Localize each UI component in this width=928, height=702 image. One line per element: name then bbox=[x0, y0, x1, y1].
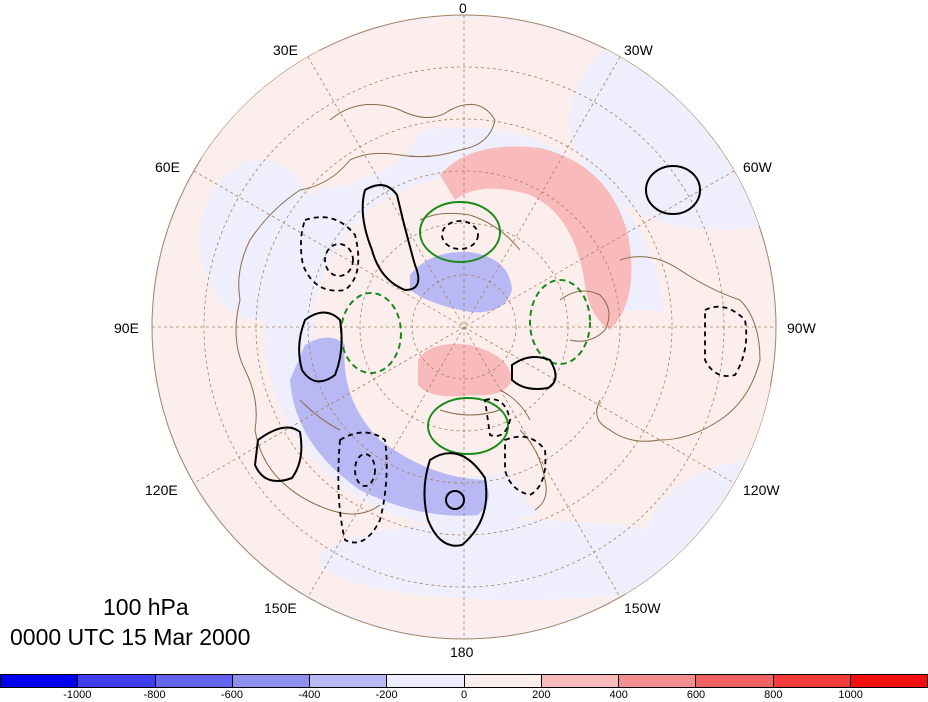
colorbar-tick-label: 400 bbox=[609, 689, 628, 701]
colorbar-tick-label: 600 bbox=[686, 689, 706, 701]
colorbar-box bbox=[464, 675, 542, 687]
lon-label-60w: 60W bbox=[743, 159, 772, 175]
colorbar-box bbox=[155, 675, 233, 687]
colorbar-box bbox=[232, 675, 310, 687]
lon-label-30w: 30W bbox=[624, 42, 653, 58]
positive-anomaly-arc bbox=[440, 146, 632, 330]
positive-contour bbox=[298, 311, 343, 383]
colorbar-tick-label: 800 bbox=[764, 689, 783, 701]
negative-anomaly-blob bbox=[410, 251, 512, 313]
colorbar-tick-label: -1000 bbox=[63, 689, 92, 701]
zero-contour-ring bbox=[427, 397, 509, 455]
colorbar-box bbox=[696, 675, 774, 687]
negative-contour bbox=[504, 435, 547, 496]
positive-contour bbox=[253, 426, 303, 482]
negative-contour bbox=[483, 398, 511, 437]
coastlines bbox=[235, 103, 761, 515]
colorbar-tick-label: -400 bbox=[298, 689, 321, 701]
negative-contour bbox=[324, 243, 354, 277]
lon-label-150e: 150E bbox=[264, 600, 297, 616]
positive-contours bbox=[253, 165, 701, 547]
colorbar-tick-label: -200 bbox=[375, 689, 398, 701]
colorbar-box bbox=[541, 675, 619, 687]
positive-contour bbox=[445, 490, 465, 510]
lon-label-90e: 90E bbox=[114, 320, 139, 336]
zero-contour-ring bbox=[529, 279, 591, 365]
colorbar-box bbox=[773, 675, 851, 687]
colorbar-box bbox=[850, 675, 927, 687]
negative-anomaly-arc bbox=[290, 337, 489, 516]
lon-label-90w: 90W bbox=[787, 320, 816, 336]
negative-contours bbox=[300, 216, 748, 544]
colorbar-box bbox=[619, 675, 697, 687]
colorbar-box bbox=[78, 675, 156, 687]
lon-label-0: 0 bbox=[459, 0, 467, 16]
colorbar-tick-label: 1000 bbox=[838, 689, 863, 701]
colorbar-box bbox=[1, 675, 79, 687]
negative-contour bbox=[441, 220, 479, 250]
colorbar bbox=[0, 674, 928, 688]
zero-contour-ring bbox=[419, 201, 501, 263]
lon-label-150w: 150W bbox=[624, 600, 661, 616]
colorbar-box bbox=[310, 675, 388, 687]
colorbar-tick-label: 200 bbox=[532, 689, 551, 701]
positive-contour bbox=[645, 165, 701, 215]
positive-contour bbox=[423, 452, 488, 547]
colorbar-tick-label: -800 bbox=[143, 689, 166, 701]
negative-contour bbox=[704, 305, 748, 377]
negative-contour bbox=[354, 453, 376, 487]
positive-contour bbox=[361, 184, 420, 292]
negative-contour bbox=[300, 216, 360, 292]
colorbar-box bbox=[387, 675, 465, 687]
colorbar-tick-label: 0 bbox=[460, 689, 468, 701]
colorbar-tick-label: -600 bbox=[220, 689, 244, 701]
negative-contour bbox=[337, 431, 388, 544]
time-label: 0000 UTC 15 Mar 2000 bbox=[10, 624, 251, 650]
lon-label-120e: 120E bbox=[145, 482, 178, 498]
lon-label-60e: 60E bbox=[155, 159, 180, 175]
level-label: 100 hPa bbox=[103, 594, 189, 620]
lon-label-120w: 120W bbox=[743, 482, 780, 498]
lon-label-180: 180 bbox=[450, 644, 474, 660]
positive-anomaly-blob bbox=[418, 344, 512, 397]
positive-contour bbox=[511, 355, 557, 390]
lon-label-30e: 30E bbox=[273, 42, 298, 58]
graticule bbox=[152, 15, 776, 639]
